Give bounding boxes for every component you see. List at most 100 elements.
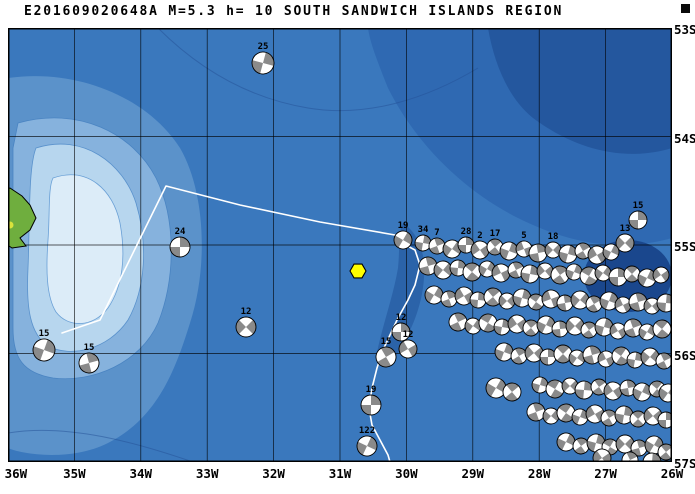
x-tick-label: 34W xyxy=(129,466,153,481)
beachball xyxy=(611,346,631,366)
x-tick-label: 26W xyxy=(660,466,684,481)
beachball: 18 xyxy=(544,232,562,259)
beachball xyxy=(602,243,620,261)
beachball xyxy=(502,382,522,402)
beachball xyxy=(478,260,496,278)
beachball xyxy=(629,410,647,428)
beachball xyxy=(590,378,608,396)
beachball xyxy=(536,262,554,280)
x-tick-label: 36W xyxy=(4,466,28,481)
y-tick-label: 54S xyxy=(674,130,695,146)
beachball xyxy=(433,260,453,280)
x-tick-label: 32W xyxy=(262,466,285,481)
bathymetry-darker-region xyxy=(488,28,672,154)
beachball xyxy=(570,290,590,310)
beachball xyxy=(542,407,560,425)
beachball xyxy=(565,263,583,281)
beachball-depth-label: 19 xyxy=(366,385,377,395)
beachball xyxy=(462,262,482,282)
beachball xyxy=(594,317,614,337)
beachball xyxy=(464,317,482,335)
beachball xyxy=(485,377,507,399)
beachball xyxy=(632,382,652,402)
beachball-depth-label: 2 xyxy=(477,231,482,241)
beachball xyxy=(619,379,637,397)
beachball xyxy=(621,451,639,462)
beachball xyxy=(638,323,656,341)
beachball-depth-label: 12 xyxy=(403,330,414,340)
x-tick-label: 30W xyxy=(395,466,418,481)
beachball xyxy=(545,379,565,399)
beachball xyxy=(536,315,556,335)
beachball: 122 xyxy=(356,426,378,457)
trench-band xyxy=(376,223,425,365)
x-tick-label: 27W xyxy=(594,466,617,481)
x-tick-label: 29W xyxy=(461,466,485,481)
beachball-depth-label: 15 xyxy=(84,343,95,353)
beachball xyxy=(572,437,590,455)
beachball: 12 xyxy=(391,313,411,342)
beachball xyxy=(571,408,589,426)
map: 25 24 12 15 15 19 12 12 15 19 122 15 13 34 7 28 2 17 5 18 xyxy=(8,28,672,462)
beachball-depth-label: 7 xyxy=(434,228,439,238)
beachball: 12 xyxy=(398,330,418,359)
beachball xyxy=(608,267,628,287)
beachball xyxy=(657,411,672,429)
beachball-depth-label: 17 xyxy=(490,229,501,239)
beachball xyxy=(652,266,670,284)
beachball xyxy=(556,294,574,312)
beachball-depth-label: 18 xyxy=(548,232,559,242)
beachball xyxy=(539,348,557,366)
beachball xyxy=(448,312,468,332)
beachball: 12 xyxy=(235,307,257,338)
y-tick-label: 56S xyxy=(674,347,695,363)
beachball xyxy=(574,380,594,400)
beachball xyxy=(553,344,573,364)
beachball xyxy=(507,261,525,279)
beachball: 34 xyxy=(414,225,432,252)
beachball-layer: 25 24 12 15 15 19 12 12 15 19 122 15 13 34 7 28 2 17 5 18 xyxy=(32,42,672,462)
beachball xyxy=(478,313,498,333)
x-tick-label: 35W xyxy=(63,466,86,481)
beachball xyxy=(440,290,458,308)
epicenter-marker xyxy=(349,263,367,279)
beachball: 24 xyxy=(169,227,191,258)
y-tick-label: 55S xyxy=(674,239,695,254)
beachball-depth-label: 24 xyxy=(175,227,186,237)
epicenter-layer xyxy=(349,263,367,279)
contour-line xyxy=(157,28,479,112)
contour-line xyxy=(8,429,194,462)
beachball-depth-label: 19 xyxy=(398,221,409,231)
beachball xyxy=(594,264,612,282)
figure-title: E201609020648A M=5.3 h= 10 SOUTH SANDWIC… xyxy=(24,4,564,19)
beachball xyxy=(568,349,586,367)
beachball xyxy=(582,345,602,365)
beachball: 25 xyxy=(251,42,275,75)
beachball: 15 xyxy=(32,329,56,362)
beachball: 15 xyxy=(78,343,100,374)
beachball: 19 xyxy=(393,221,413,250)
beachball xyxy=(652,319,672,339)
beachball: 7 xyxy=(428,228,446,255)
beachball xyxy=(498,292,516,310)
beachball-depth-label: 15 xyxy=(39,329,50,339)
beachball-depth-label: 122 xyxy=(359,426,375,436)
beachball: 15 xyxy=(375,337,397,368)
beachball-depth-label: 15 xyxy=(381,337,392,347)
plate-boundary-layer xyxy=(61,185,421,462)
beachball: 5 xyxy=(515,231,533,258)
beachball-depth-label: 15 xyxy=(633,201,644,211)
beachball xyxy=(658,383,672,403)
map-frame xyxy=(8,28,672,462)
beachball xyxy=(623,265,641,283)
beachball: 19 xyxy=(360,385,382,416)
x-tick-label: 33W xyxy=(195,466,219,481)
plate-boundary-line xyxy=(61,185,421,462)
beachball xyxy=(655,352,672,370)
beachball-depth-label: 13 xyxy=(620,224,631,234)
beachball xyxy=(574,242,592,260)
beachball: 15 xyxy=(628,201,648,230)
beachball xyxy=(614,296,632,314)
beachball xyxy=(637,268,657,288)
